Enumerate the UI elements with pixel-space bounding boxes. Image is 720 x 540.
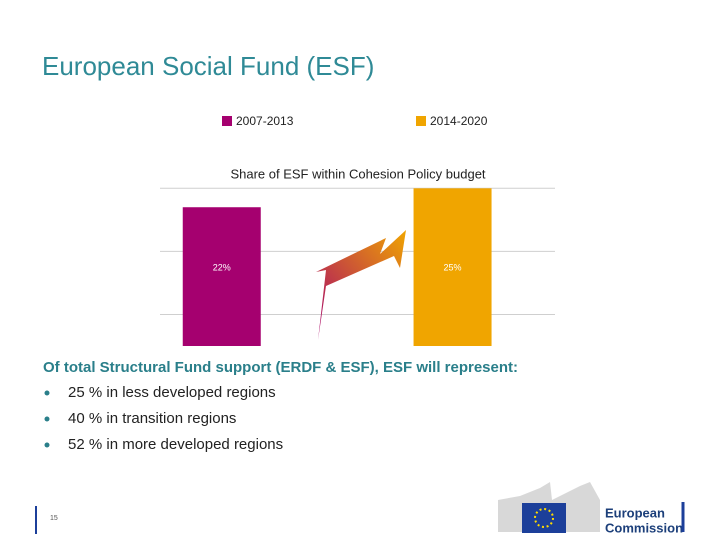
growth-arrow: [316, 230, 406, 340]
bullet-dot: [44, 390, 50, 396]
legend-label: 2014-2020: [430, 114, 488, 128]
bar-value-label: 25%: [444, 262, 462, 272]
bar-value-label: 22%: [213, 262, 231, 272]
legend-swatch: [416, 116, 426, 126]
page-number: 15: [50, 515, 58, 522]
bullet-list: 25 % in less developed regions 40 % in tr…: [44, 384, 283, 453]
chart: 22% 2007-2013 25% 2014-2020: [160, 114, 555, 346]
logo-text: Commission: [605, 520, 683, 535]
chart-title: Share of ESF within Cohesion Policy budg…: [230, 166, 485, 181]
bullet-text: 52 % in more developed regions: [68, 436, 283, 453]
legend-label: 2007-2013: [236, 114, 294, 128]
bullet-dot: [44, 416, 50, 422]
bar: [182, 207, 261, 346]
eu-flag: [522, 503, 566, 533]
bullet-dot: [44, 442, 50, 448]
bullet-text: 40 % in transition regions: [68, 410, 236, 427]
bar: [413, 188, 492, 346]
legend-swatch: [222, 116, 232, 126]
slide-title: European Social Fund (ESF): [42, 51, 374, 81]
bullet-text: 25 % in less developed regions: [68, 384, 276, 401]
eu-stars: [534, 508, 554, 528]
bullet-heading: Of total Structural Fund support (ERDF &…: [43, 359, 518, 376]
logo-text: European: [605, 505, 665, 520]
